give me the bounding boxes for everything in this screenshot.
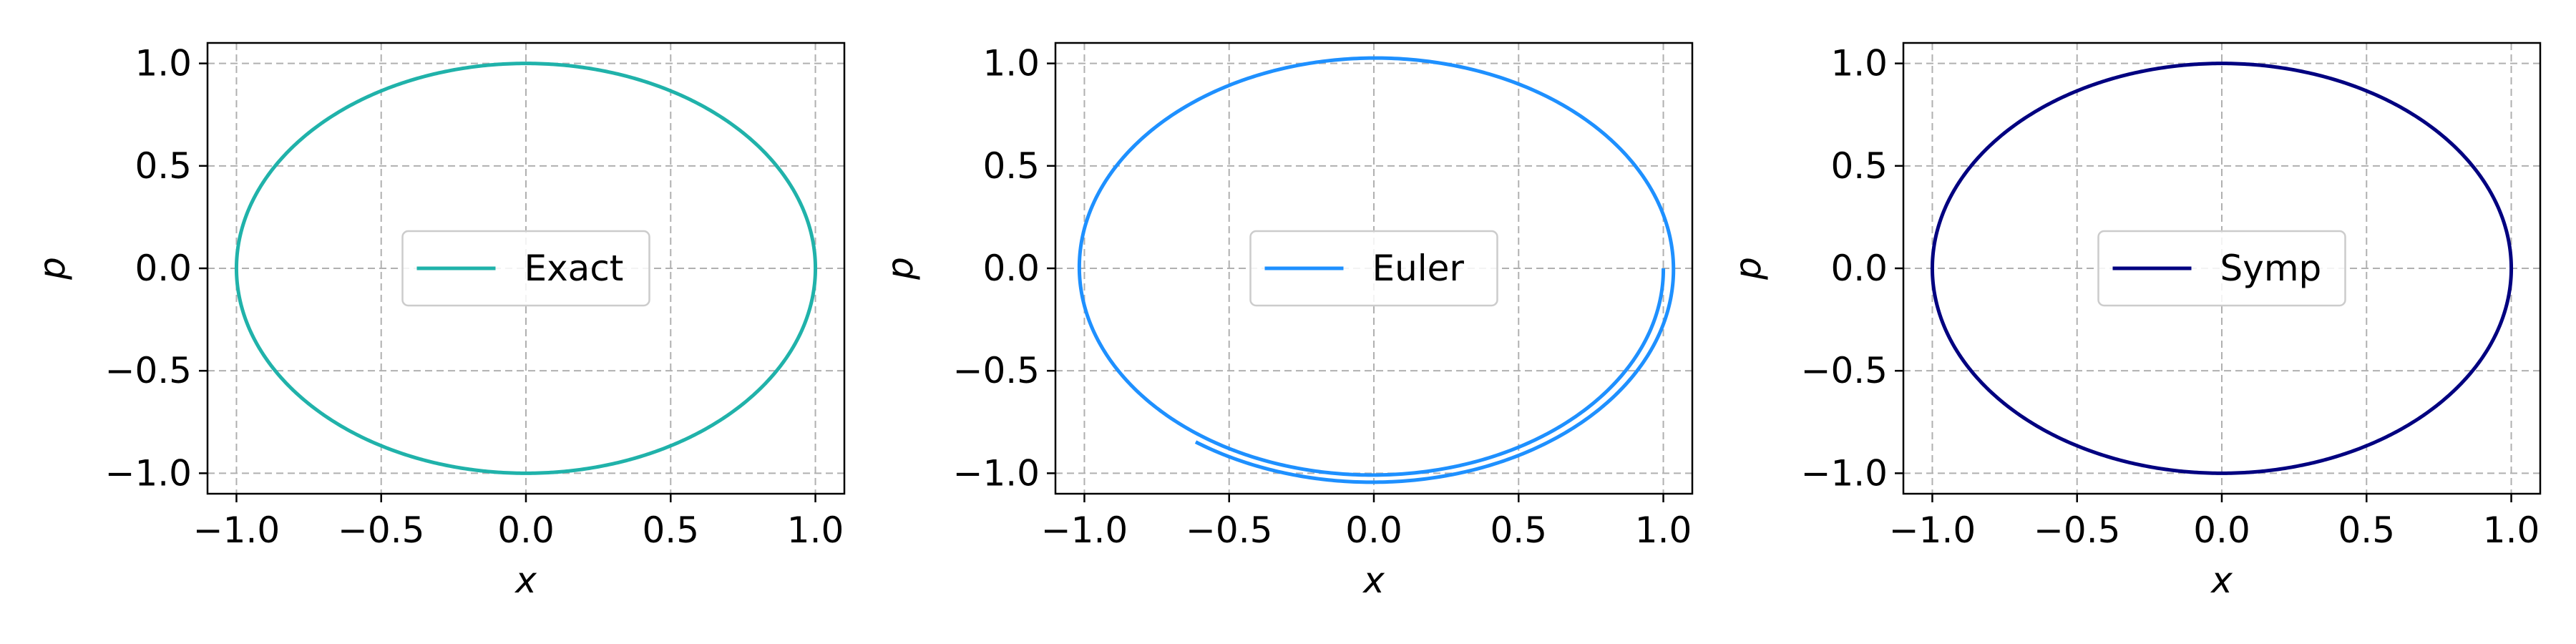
y-axis-label: p <box>879 257 921 280</box>
y-tick-label: −1.0 <box>953 452 1040 494</box>
x-tick-label: 0.5 <box>2338 509 2396 551</box>
x-tick-label: 0.0 <box>497 509 555 551</box>
x-tick-label: −1.0 <box>1889 509 1976 551</box>
legend-entry: Exact <box>525 248 624 289</box>
y-tick-label: −0.5 <box>953 350 1040 391</box>
subplot-1: −1.0 −0.5 0.0 0.5 1.0 −1.0 −0.5 0.0 0.5 1.0 x p Exac… <box>31 42 846 601</box>
x-tick-label: −0.5 <box>1186 509 1272 551</box>
x-tick-label: −1.0 <box>1041 509 1128 551</box>
x-axis-label: x <box>1362 560 1385 601</box>
x-tick-label: 0.0 <box>2193 509 2250 551</box>
x-tick-label: −0.5 <box>2034 509 2120 551</box>
subplot-2: −1.0 −0.5 0.0 0.5 1.0 −1.0 −0.5 0.0 0.5 1.0 x p Eule… <box>879 42 1694 601</box>
series-line-exact <box>234 62 818 475</box>
legend: Euler <box>1249 230 1498 307</box>
legend: Exact <box>401 230 650 307</box>
y-tick-label: 1.0 <box>1830 43 1888 84</box>
y-tick-label: 0.5 <box>982 145 1040 187</box>
x-tick-label: 1.0 <box>1635 509 1692 551</box>
legend-box <box>2097 230 2346 307</box>
y-tick-label: 0.0 <box>1830 248 1888 289</box>
y-tick-label: −1.0 <box>105 452 192 494</box>
x-axis-label: x <box>2210 560 2233 601</box>
y-axis-label: p <box>31 257 73 280</box>
y-tick-label: 1.0 <box>982 43 1040 84</box>
series-line-euler <box>1077 56 1676 484</box>
x-tick-label: 0.5 <box>643 509 700 551</box>
legend-box <box>401 230 650 307</box>
x-tick-label: 1.0 <box>2483 509 2540 551</box>
y-tick-label: 0.0 <box>982 248 1040 289</box>
x-tick-label: 1.0 <box>787 509 844 551</box>
x-tick-label: 0.5 <box>1491 509 1548 551</box>
legend-entry: Euler <box>1372 248 1465 289</box>
y-tick-label: −1.0 <box>1801 452 1888 494</box>
y-tick-label: 0.5 <box>135 145 192 187</box>
x-axis-label: x <box>514 560 537 601</box>
x-tick-label: −1.0 <box>193 509 280 551</box>
subplot-3: −1.0 −0.5 0.0 0.5 1.0 −1.0 −0.5 0.0 0.5 1.0 x p Symp <box>1727 42 2542 601</box>
x-tick-label: −0.5 <box>338 509 424 551</box>
y-tick-label: −0.5 <box>105 350 192 391</box>
y-tick-label: 1.0 <box>135 43 192 84</box>
series-line-symp <box>1930 62 2514 475</box>
y-axis-label: p <box>1727 257 1769 280</box>
y-tick-label: 0.0 <box>135 248 192 289</box>
legend-box <box>1249 230 1498 307</box>
legend: Symp <box>2097 230 2346 307</box>
legend-entry: Symp <box>2220 248 2322 289</box>
y-tick-label: −0.5 <box>1801 350 1888 391</box>
x-tick-label: 0.0 <box>1345 509 1402 551</box>
y-tick-label: 0.5 <box>1830 145 1888 187</box>
